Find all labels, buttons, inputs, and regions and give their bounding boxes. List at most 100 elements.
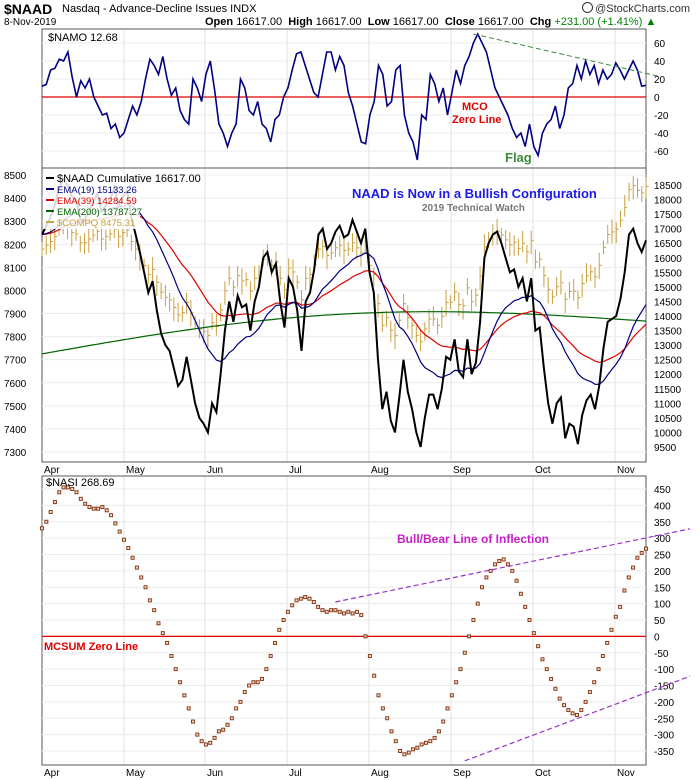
nasi-point [156, 621, 161, 626]
nasi-point [415, 745, 420, 750]
naad-right-tick-label: 9500 [654, 443, 677, 454]
month-tick-label: Sep [453, 768, 471, 779]
nasi-point [152, 608, 157, 613]
nasi-tick-label: 100 [654, 600, 671, 611]
nasi-point [117, 529, 122, 534]
namo-legend: $NAMO 12.68 [48, 32, 118, 44]
nasi-point [531, 631, 536, 636]
nasi-point [402, 752, 407, 757]
panel-frame [41, 167, 647, 463]
nasi-legend: $NASI 268.69 [46, 477, 115, 489]
nasi-point [518, 591, 523, 596]
nasi-point [493, 562, 497, 567]
nasi-tick-label: -200 [654, 698, 674, 709]
nasi-point [65, 485, 70, 490]
month-tick-label: Apr [44, 768, 60, 779]
nasi-point [527, 618, 532, 622]
nasi-point [562, 703, 567, 708]
mco-tick-label: -60 [654, 147, 669, 158]
nasi-point [165, 640, 170, 645]
nasi-point [484, 575, 489, 580]
nasi-point [570, 711, 575, 716]
nasi-point [540, 657, 545, 662]
naad-right-tick-label: 17500 [654, 210, 682, 221]
nasi-point [372, 673, 377, 678]
nasi-point [139, 575, 144, 580]
inflection-trendline [335, 528, 691, 603]
nasi-point [549, 676, 554, 681]
nasi-point [121, 537, 126, 542]
brand-text: @StockCharts.com [595, 3, 690, 15]
nasi-point [367, 654, 372, 659]
nasi-point [398, 749, 403, 753]
nasi-point [229, 716, 234, 721]
naad-right-tick-label: 10500 [654, 414, 682, 425]
naad-right-tick-label: 15000 [654, 283, 682, 294]
nasi-point [264, 667, 269, 672]
nasi-point [467, 634, 472, 639]
nasi-point [488, 568, 493, 573]
mco-tick-label: 20 [654, 75, 666, 86]
nasi-point [428, 739, 433, 744]
nasi-point [635, 555, 640, 560]
nasi-point [316, 604, 321, 609]
nasi-tick-label: 0 [654, 632, 660, 643]
naad-right-tick-label: 12000 [654, 370, 682, 381]
naad-left-tick-label: 7500 [4, 402, 27, 413]
nasi-tick-label: 250 [654, 551, 671, 562]
nasi-point [462, 650, 467, 655]
naad-left-tick-label: 8500 [4, 171, 27, 182]
naad-left-tick-label: 7400 [4, 425, 27, 436]
nasi-point [557, 696, 562, 701]
ema19-series-line [41, 203, 647, 386]
nasi-point [277, 627, 282, 632]
nasi-point [238, 699, 243, 704]
naad-left-tick-label: 8100 [4, 263, 27, 274]
naad-left-tick-label: 8400 [4, 194, 27, 205]
nasi-tick-label: -50 [654, 649, 669, 660]
ema200-series-line [41, 311, 647, 355]
nasi-point [281, 618, 286, 622]
nasi-point [247, 683, 252, 688]
nasi-point [329, 608, 334, 613]
nasi-point [505, 562, 510, 567]
naad-left-tick-label: 8300 [4, 217, 27, 228]
naad-legend-bg [44, 185, 140, 196]
nasi-point [354, 609, 359, 614]
mco-tick-label: -40 [654, 129, 669, 140]
nasi-point [78, 496, 83, 501]
stockcharts-brand[interactable]: @StockCharts.com [582, 2, 690, 15]
month-tick-label: Jul [289, 768, 302, 779]
naad-legend-entry: $COMPQ 8475.31 [57, 218, 135, 229]
month-tick-label: Jul [289, 465, 302, 476]
nasi-point [342, 611, 346, 616]
naad-legend-entry: EMA(19) 15133.26 [57, 185, 137, 196]
chg-label: Chg [529, 16, 552, 28]
nasi-point [393, 739, 398, 744]
nasi-point [536, 644, 541, 649]
nasi-point [104, 508, 109, 513]
naad-left-tick-label: 7700 [4, 356, 27, 367]
nasi-point [285, 609, 290, 614]
nasi-point [52, 500, 57, 505]
month-tick-label: Aug [371, 768, 389, 779]
nasi-point [182, 693, 187, 698]
nasi-point [501, 557, 506, 562]
nasi-point [134, 565, 139, 570]
nasi-point [514, 578, 519, 583]
nasi-point [57, 490, 62, 495]
nasi-point [216, 729, 221, 734]
nasi-point [195, 732, 200, 737]
nasi-point [255, 680, 260, 685]
nasi-point [359, 613, 364, 618]
naad-legend-bg [44, 196, 140, 207]
nasi-point [574, 712, 579, 717]
nasi-point [389, 729, 394, 734]
namo-series-line [41, 32, 647, 161]
naad-right-tick-label: 18500 [654, 181, 682, 192]
nasi-point [523, 604, 528, 609]
nasi-point [143, 585, 148, 590]
naad-right-tick-label: 13000 [654, 341, 682, 352]
month-tick-label: May [126, 768, 145, 779]
naad-subtitle: 2019 Technical Watch [422, 203, 525, 214]
